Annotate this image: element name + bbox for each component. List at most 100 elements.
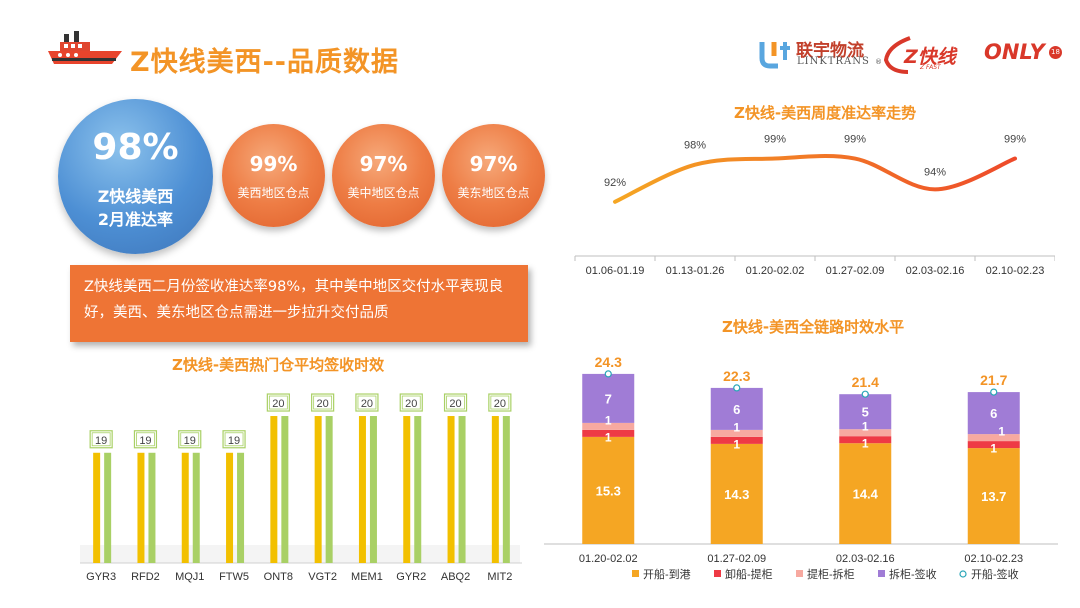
weekly-chart-title: Z快线-美西周度准达率走势 [734, 104, 917, 122]
chain-total-label: 24.3 [595, 354, 622, 370]
weekly-x-tick-label: 01.20-02.02 [746, 265, 805, 277]
warehouse-x-tick-label: GYR3 [86, 571, 116, 583]
warehouse-data-label-box-inner [180, 432, 200, 447]
warehouse-bar-yellow [270, 416, 278, 563]
chain-bar-seg-xiechuan-tigui [582, 429, 635, 437]
chain-label-xiechuan: 1 [990, 442, 997, 456]
chain-x-tick-label: 01.20-02.02 [579, 553, 638, 565]
chain-total-marker [604, 370, 612, 378]
summary-note: Z快线美西二月份签收准达率98%，其中美中地区交付水平表现良好，美西、美东地区仓… [70, 265, 528, 342]
chain-total-marker [990, 388, 998, 396]
chain-label-kaichuan: 13.7 [981, 489, 1006, 504]
chain-label-kaichuan: 14.3 [724, 487, 749, 502]
warehouse-x-tick-label: RFD2 [131, 571, 160, 583]
warehouse-data-label: 20 [405, 398, 417, 410]
warehouse-bar-yellow [491, 416, 499, 563]
chain-legend-swatch-total [959, 570, 967, 578]
warehouse-chart-title: Z快线-美西热门仓平均签收时效 [172, 356, 385, 374]
weekly-data-label: 99% [1004, 134, 1026, 146]
region-central-circle: 97% 美中地区仓点 [332, 124, 435, 227]
warehouse-data-label-box [178, 430, 202, 449]
chain-legend-swatch-seg-kaichuan-daogang [632, 570, 639, 577]
chain-total-label: 21.7 [980, 372, 1007, 388]
chain-legend-label: 提柜-拆柜 [807, 567, 855, 581]
warehouse-bar-yellow [358, 416, 366, 563]
ship-icon [48, 31, 122, 64]
region-central-label: 美中地区仓点 [347, 186, 420, 200]
weekly-data-label: 92% [604, 177, 626, 189]
weekly-data-label: 99% [844, 134, 866, 146]
region-east-label: 美东地区仓点 [457, 186, 530, 200]
warehouse-data-label-box [355, 393, 379, 412]
only-name: ONLY [984, 40, 1045, 64]
chain-label-tigui: 1 [998, 425, 1005, 439]
chain-legend-label: 卸船-提柜 [725, 567, 773, 581]
warehouse-bar-green [104, 452, 112, 563]
warehouse-data-label: 19 [184, 435, 196, 447]
chain-total-label: 21.4 [852, 374, 879, 390]
warehouse-data-label-box-inner [136, 432, 155, 447]
warehouse-bar-green [192, 452, 200, 563]
weekly-x-tick-label: 01.27-02.09 [826, 265, 885, 277]
chain-bar-seg-tigui-chaigui [582, 422, 635, 430]
chain-bar-seg-chaigui-qianshou [839, 394, 892, 430]
chain-x-tick-label: 02.10-02.23 [964, 553, 1023, 565]
warehouse-data-label: 20 [361, 398, 373, 410]
warehouse-data-label-box-inner [446, 395, 465, 410]
chain-bar-seg-tigui-chaigui [710, 429, 763, 437]
chain-label-kaichuan: 14.4 [853, 487, 879, 502]
warehouse-data-label: 19 [95, 435, 107, 447]
chain-label-chaigui: 7 [605, 391, 612, 406]
weekly-x-tick-label: 01.13-01.26 [666, 265, 725, 277]
chain-legend-label: 拆柜-签收 [889, 567, 937, 581]
warehouse-bar-green [369, 416, 377, 563]
chain-bar-seg-chaigui-qianshou [582, 373, 635, 423]
chain-legend-swatch-seg-xiechuan-tigui [714, 570, 721, 577]
warehouse-data-label-box-inner [357, 395, 377, 410]
warehouse-bar-yellow [181, 452, 189, 563]
warehouse-x-tick-label: VGT2 [308, 571, 337, 583]
warehouse-data-label-box [488, 393, 512, 412]
chain-total-marker [733, 384, 741, 392]
weekly-x-tick-label: 02.03-02.16 [906, 265, 965, 277]
warehouse-bar-chart: 19 GYR3 19 RFD2 19 MQJ1 19 FTW5 20 ONT8 20 VGT2 20 ME… [80, 393, 522, 583]
warehouse-data-label-box-inner [490, 395, 510, 410]
warehouse-data-label-box-inner [313, 395, 333, 410]
weekly-data-label: 98% [684, 140, 706, 152]
chain-legend-swatch-seg-tigui-chaigui [796, 570, 803, 577]
warehouse-bar-yellow [314, 416, 322, 563]
warehouse-data-label-box-inner [268, 395, 288, 410]
region-west-circle: 99% 美西地区仓点 [222, 124, 325, 227]
chain-bar-seg-tigui-chaigui [967, 434, 1020, 442]
only-badge: 18 [1049, 46, 1062, 59]
warehouse-x-tick-label: MIT2 [487, 571, 512, 583]
warehouse-data-label-box [399, 393, 423, 412]
chain-label-tigui: 1 [605, 413, 612, 427]
warehouse-x-tick-label: GYR2 [396, 571, 426, 583]
warehouse-x-tick-label: MEM1 [351, 571, 383, 583]
chain-bar-seg-xiechuan-tigui [839, 436, 892, 444]
chain-label-xiechuan: 1 [605, 430, 612, 444]
chain-bar-seg-kaichuan-daogang [582, 436, 635, 544]
warehouse-bar-green [237, 452, 245, 563]
chain-x-tick-label: 02.03-02.16 [836, 553, 895, 565]
zfast-subtitle: Z FAST [920, 64, 941, 71]
chain-legend-swatch-seg-chaigui-qianshou [878, 570, 885, 577]
chain-total-marker [861, 390, 869, 398]
chain-label-tigui: 1 [862, 420, 869, 434]
summary-note-text: Z快线美西二月份签收准达率98%，其中美中地区交付水平表现良好，美西、美东地区仓… [84, 279, 504, 321]
chain-bar-seg-chaigui-qianshou [967, 392, 1020, 435]
weekly-rate-line [613, 154, 1017, 204]
warehouse-bar-green [502, 416, 510, 563]
chain-label-chaigui: 6 [990, 406, 997, 421]
region-west-value: 99% [249, 152, 298, 176]
warehouse-bar-green [458, 416, 466, 563]
linktrans-registered-mark: ® [875, 58, 882, 66]
chain-x-tick-label: 01.27-02.09 [707, 553, 766, 565]
warehouse-data-label-box [222, 430, 246, 449]
warehouse-x-tick-label: FTW5 [219, 571, 249, 583]
warehouse-bar-green [148, 452, 156, 563]
warehouse-bar-yellow [447, 416, 455, 563]
warehouse-data-label: 19 [228, 435, 240, 447]
linktrans-en-name: LINKTRANS [797, 56, 870, 67]
